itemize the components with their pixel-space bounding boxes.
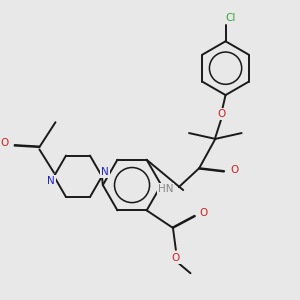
Text: Cl: Cl	[226, 14, 236, 23]
Text: O: O	[172, 253, 180, 263]
Text: N: N	[47, 176, 55, 186]
Text: O: O	[217, 109, 225, 119]
Text: O: O	[230, 165, 238, 175]
Text: HN: HN	[158, 184, 173, 194]
Text: O: O	[0, 138, 8, 148]
Text: N: N	[101, 167, 109, 177]
Text: O: O	[200, 208, 208, 218]
